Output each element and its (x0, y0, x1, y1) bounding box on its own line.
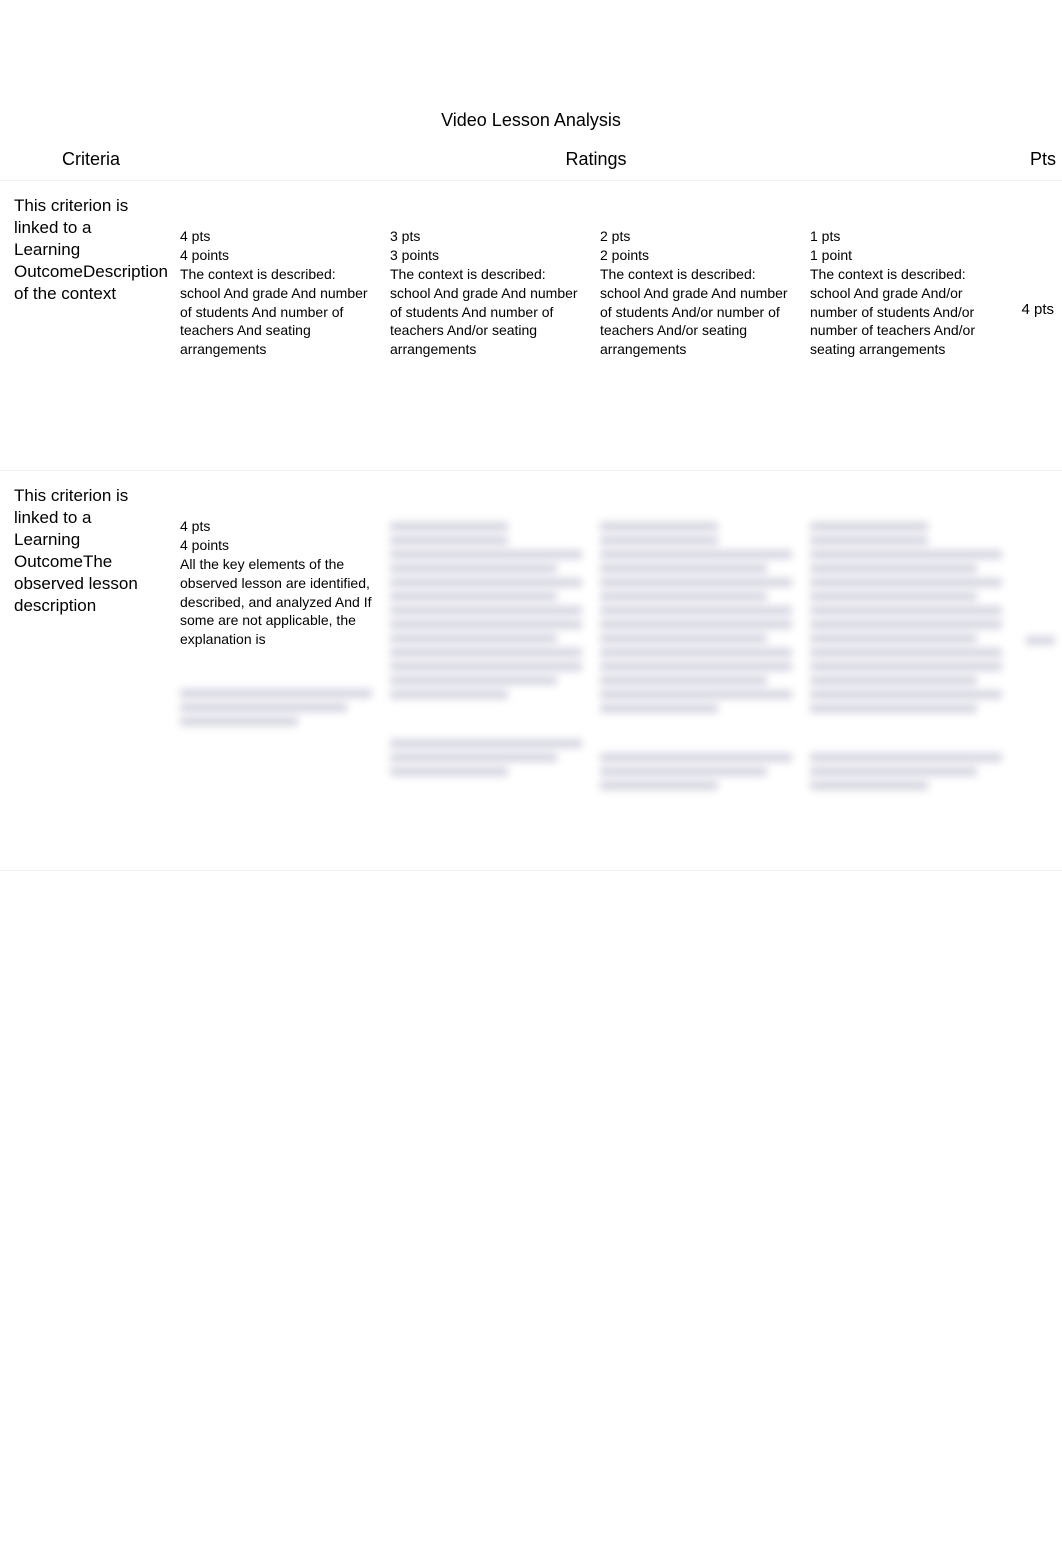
rating-desc: All the key elements of the observed les… (180, 555, 376, 649)
pts-cell (1022, 471, 1062, 871)
rating-desc: The context is described: school And gra… (180, 265, 376, 359)
rubric-table: Criteria Ratings Pts This criterion is l… (0, 139, 1062, 871)
rating-level-2-blurred (600, 517, 802, 795)
rating-level-2: 2 pts 2 points The context is described:… (600, 227, 802, 359)
blurred-content (390, 522, 586, 699)
rating-label: 4 points (180, 536, 376, 555)
rubric-page: Video Lesson Analysis Criteria Ratings P… (0, 0, 1062, 871)
blurred-content (810, 522, 1006, 713)
ratings-cell: 4 pts 4 points All the key elements of t… (170, 471, 1022, 871)
ratings-cell: 4 pts 4 points The context is described:… (170, 181, 1022, 471)
rating-pts: 4 pts (180, 227, 376, 246)
rating-desc: The context is described: school And gra… (600, 265, 796, 359)
pts-cell: 4 pts (1022, 181, 1062, 471)
header-criteria: Criteria (0, 139, 170, 181)
blurred-content (180, 689, 376, 726)
rating-label: 4 points (180, 246, 376, 265)
rating-level-4: 4 pts 4 points All the key elements of t… (180, 517, 382, 795)
table-header-row: Criteria Ratings Pts (0, 139, 1062, 181)
rating-level-1-blurred (810, 517, 1012, 795)
rating-label: 3 points (390, 246, 586, 265)
ratings-wrap: 4 pts 4 points All the key elements of t… (170, 471, 1022, 815)
rating-label: 1 point (810, 246, 1006, 265)
pts-total: 4 pts (1021, 301, 1054, 318)
page-title: Video Lesson Analysis (0, 110, 1062, 131)
rating-level-1: 1 pts 1 point The context is described: … (810, 227, 1012, 359)
rating-desc: The context is described: school And gra… (390, 265, 586, 359)
header-pts: Pts (1022, 139, 1062, 181)
blurred-pts (1026, 631, 1056, 650)
criteria-cell: This criterion is linked to a Learning O… (0, 181, 170, 471)
table-row: This criterion is linked to a Learning O… (0, 471, 1062, 871)
rating-label: 2 points (600, 246, 796, 265)
rating-pts: 2 pts (600, 227, 796, 246)
rating-pts: 4 pts (180, 517, 376, 536)
rating-pts: 1 pts (810, 227, 1006, 246)
blurred-content (600, 522, 796, 713)
blurred-content (390, 739, 586, 776)
blurred-content (600, 753, 796, 790)
rating-desc: The context is described: school And gra… (810, 265, 1006, 359)
criteria-cell: This criterion is linked to a Learning O… (0, 471, 170, 871)
blurred-content (810, 753, 1006, 790)
rating-pts: 3 pts (390, 227, 586, 246)
rating-level-3-blurred (390, 517, 592, 795)
table-row: This criterion is linked to a Learning O… (0, 181, 1062, 471)
rating-level-4: 4 pts 4 points The context is described:… (180, 227, 382, 359)
rating-level-3: 3 pts 3 points The context is described:… (390, 227, 592, 359)
header-ratings: Ratings (170, 139, 1022, 181)
ratings-wrap: 4 pts 4 points The context is described:… (170, 181, 1022, 379)
